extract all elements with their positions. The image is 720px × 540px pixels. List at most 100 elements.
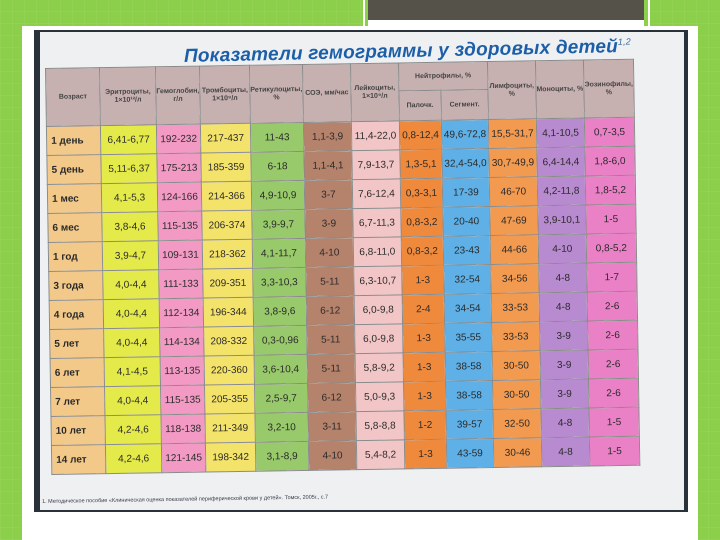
cell-plt: 209-351 [202,268,254,299]
cell-band: 1-3 [403,381,446,411]
cell-esr: 5-11 [305,266,355,297]
cell-esr: 4-10 [308,440,357,471]
cell-age: 1 день [46,125,101,156]
cell-ery: 3,8-4,6 [101,211,159,242]
cell-mono: 4-8 [539,292,588,322]
cell-seg: 34-54 [444,293,492,324]
cell-ery: 4,0-4,4 [102,269,160,300]
cell-leu: 7,9-13,7 [351,149,401,180]
cell-leu: 5,4-8,2 [356,439,405,470]
cell-plt: 220-360 [204,355,255,386]
cell-band: 0,3-3,1 [400,178,443,208]
cell-plt: 196-344 [203,297,254,328]
cell-hb: 124-166 [157,182,202,212]
cell-eos: 1-5 [589,436,640,466]
cell-lym: 47-69 [489,205,539,236]
cell-esr: 4-10 [305,237,354,268]
cell-age: 1 год [48,241,103,272]
cell-leu: 7,6-12,4 [352,178,401,209]
cell-ery: 4,0-4,4 [103,327,161,358]
cell-ery: 3,9-4,7 [102,240,159,271]
header-age: Возраст [45,67,101,127]
cell-plt: 217-437 [200,123,251,154]
cell-hb: 111-133 [158,269,204,299]
cell-seg: 17-39 [442,177,490,208]
cell-ery: 6,41-6,77 [100,124,157,155]
cell-mono: 3-9 [540,379,589,409]
cell-ery: 4,1-4,5 [104,356,161,387]
paper-sheet: Показатели гемограммы у здоровых детей1,… [40,32,684,510]
cell-eos: 2-6 [588,378,639,408]
cell-hb: 115-135 [157,211,203,241]
cell-ret: 11-43 [250,122,304,153]
cell-hb: 114-134 [159,327,205,357]
header-neutrophils: Нейтрофилы, % [398,61,488,91]
cell-ret: 0,3-0,96 [253,325,307,356]
slide-decor-line-left [363,0,365,26]
cell-band: 1-3 [401,265,445,295]
cell-hb: 113-135 [160,356,205,386]
header-row: Возраст Эритроциты, 1×10¹²/л Гемоглобин,… [45,59,635,127]
cell-leu: 6,8-11,0 [353,236,402,267]
cell-lym: 46-70 [489,176,538,207]
cell-ery: 4,1-5,3 [101,182,158,213]
cell-seg: 43-59 [446,438,494,469]
cell-eos: 1-7 [586,262,638,293]
cell-age: 7 лет [50,386,105,417]
cell-ret: 2,5-9,7 [254,383,308,414]
cell-leu: 6,3-10,7 [353,265,403,296]
cell-band: 2-4 [402,294,445,324]
title-footnote-ref: 1,2 [617,36,632,47]
cell-seg: 49,6-72,8 [441,119,489,150]
cell-seg: 38-58 [444,351,493,382]
cell-age: 6 лет [50,357,105,388]
header-lymphocytes: Лимфоциты, % [487,60,537,120]
cell-seg: 38-58 [445,380,493,411]
cell-lym: 33-53 [491,321,540,352]
cell-esr: 5-11 [306,324,355,355]
cell-esr: 1,1-4,1 [303,150,353,181]
cell-esr: 6-12 [307,382,356,413]
cell-ery: 4,0-4,4 [104,385,161,416]
cell-plt: 214-366 [201,181,252,212]
footnote: 1. Методическое пособие «Клиническая оце… [42,494,329,505]
cell-lym: 30-50 [492,379,541,410]
cell-band: 1,3-5,1 [399,149,443,179]
cell-age: 4 года [49,299,104,330]
cell-ret: 3,6-10,4 [254,354,308,385]
cell-lym: 32-50 [492,408,542,439]
cell-esr: 1,1-3,9 [303,121,352,152]
header-hemoglobin: Гемоглобин, г/л [155,66,201,125]
cell-band: 0,8-12,4 [399,120,442,150]
table-photo: Показатели гемограммы у здоровых детей1,… [34,30,688,512]
header-esr: СОЭ, мм/час [302,63,352,123]
cell-mono: 4,2-11,8 [537,176,586,206]
slide-decor-line-right [648,0,650,26]
hemogram-table: Возраст Эритроциты, 1×10¹²/л Гемоглобин,… [45,59,640,475]
cell-hb: 112-134 [159,298,204,328]
cell-ret: 3,1-8,9 [255,441,309,472]
header-neutrophils-seg: Сегмент. [440,89,489,121]
cell-lym: 30-46 [493,437,542,468]
cell-ret: 4,9-10,9 [251,180,305,211]
cell-mono: 4-10 [538,234,587,264]
cell-hb: 192-232 [156,124,201,154]
cell-band: 0,8-3,2 [401,236,444,266]
cell-leu: 5,8-9,2 [354,352,404,383]
cell-lym: 30-50 [491,350,541,381]
cell-hb: 118-138 [160,414,206,444]
cell-plt: 198-342 [205,442,256,473]
slide-decor-gray-block [368,0,644,26]
cell-ery: 4,0-4,4 [103,298,160,329]
cell-eos: 1,8-5,2 [585,175,636,206]
cell-eos: 2-6 [587,349,639,380]
cell-seg: 20-40 [442,206,491,237]
cell-eos: 2-6 [587,320,638,351]
cell-eos: 1-5 [588,407,640,437]
cell-band: 1-3 [402,352,446,382]
cell-eos: 1,8-6,0 [584,146,636,177]
cell-ret: 6-18 [250,151,305,182]
header-reticulocytes: Ретикулоциты, % [249,64,304,124]
cell-esr: 3-7 [304,179,353,210]
table-body: 1 день 6,41-6,77 192-232 217-437 11-43 1,1-3,… [46,117,640,475]
